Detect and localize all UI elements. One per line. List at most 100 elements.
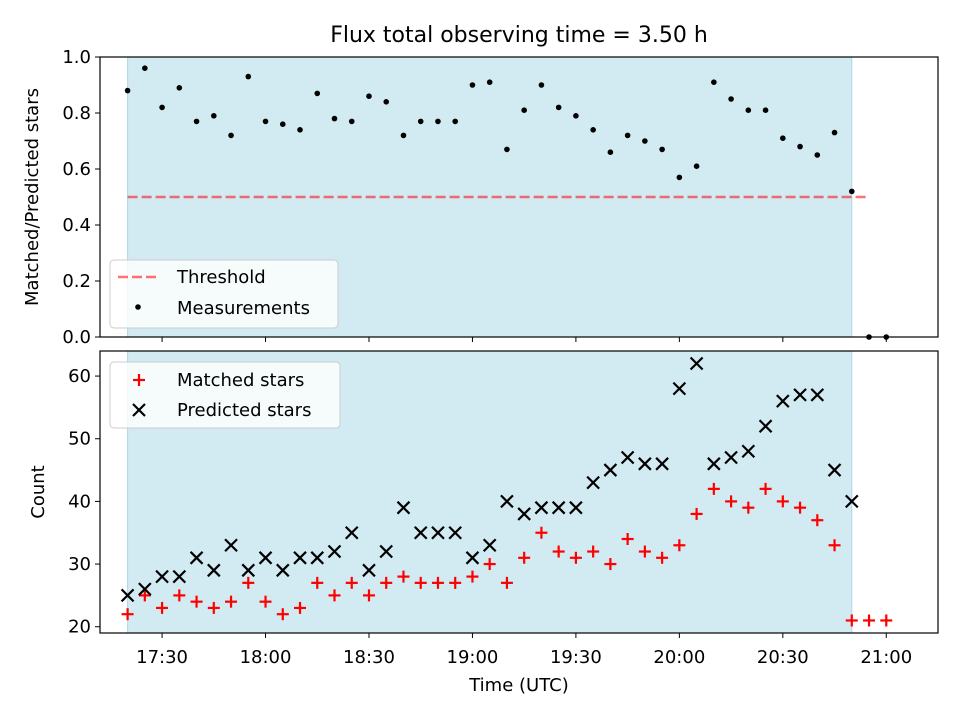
predicted-star-point (224, 538, 238, 553)
predicted-star-point (155, 569, 169, 584)
measurement-point (728, 96, 734, 102)
predicted-star-point (586, 475, 600, 490)
predicted-star-point (758, 419, 773, 433)
predicted-star-point (551, 500, 566, 515)
measurement-point (555, 104, 562, 111)
matched-star-point (362, 589, 375, 602)
predicted-star-point (120, 588, 135, 603)
predicted-legend-label: Predicted stars (177, 400, 311, 421)
measurement-point (780, 135, 786, 141)
measurement-point (538, 82, 545, 88)
x-tick-label: 20:30 (757, 647, 809, 668)
ratio-y-tick-label: 0.2 (62, 271, 91, 292)
predicted-star-point (655, 457, 669, 471)
predicted-star-point (810, 388, 825, 402)
measurement-point (745, 107, 752, 113)
predicted-star-point (431, 525, 445, 540)
measurement-point (262, 118, 269, 125)
ratio-y-tick-label: 0.4 (62, 215, 91, 236)
matched-star-point (259, 595, 272, 608)
predicted-star-point (482, 538, 497, 553)
predicted-star-point (603, 463, 618, 477)
measurement-point (711, 79, 717, 85)
measurement-point (486, 79, 493, 85)
matched-star-point (397, 570, 410, 583)
measurements-legend-label: Measurements (177, 298, 310, 319)
predicted-star-point (189, 551, 204, 565)
measurement-point (607, 149, 614, 155)
predicted-star-point (293, 551, 307, 565)
matched-star-point (863, 614, 876, 627)
matched-star-point (621, 533, 634, 545)
matched-star-point (483, 558, 496, 571)
measurement-point (504, 146, 510, 153)
ratio-panel-frame (99, 56, 939, 338)
measurement-point (831, 129, 838, 136)
count-y-tick-label: 60 (68, 366, 91, 387)
ratio-y-tick-label: 0.6 (62, 159, 91, 180)
matched-star-point (759, 482, 772, 495)
matched-star-point (225, 595, 238, 608)
matched-star-point (431, 576, 444, 589)
measurement-point (176, 85, 183, 91)
matched-star-point (656, 551, 669, 564)
measurement-point (211, 113, 217, 119)
predicted-star-point (448, 525, 462, 540)
predicted-star-point (724, 450, 738, 465)
matched-star-point (173, 589, 186, 602)
measurement-point (417, 118, 424, 125)
predicted-star-point (741, 444, 756, 459)
x-tick-label: 21:00 (860, 647, 912, 668)
matched-star-point (138, 589, 151, 602)
ratio-y-tick-label: 1.0 (62, 47, 91, 68)
measurement-point (193, 118, 200, 125)
measurement-point (762, 107, 769, 113)
threshold-legend-label: Threshold (176, 267, 266, 288)
predicted-star-point (569, 500, 583, 515)
measurement-point (297, 127, 303, 133)
predicted-star-point (172, 569, 187, 584)
matched-star-point (880, 614, 893, 627)
matched-star-point (276, 608, 289, 621)
ratio-y-tick-label: 0.8 (62, 103, 91, 124)
predicted-star-point (638, 457, 652, 471)
count-y-axis-label: Count (28, 465, 49, 518)
predicted-star-point (207, 563, 221, 578)
measurement-point (348, 118, 355, 125)
predicted-star-point (413, 525, 428, 540)
count-panel-frame (99, 350, 939, 634)
measurement-point (693, 163, 700, 169)
predicted-star-point (620, 450, 635, 465)
predicted-star-point (258, 551, 273, 565)
predicted-star-point (362, 563, 376, 578)
matched-star-point (552, 545, 565, 558)
count-legend-box (109, 361, 341, 429)
matched-star-point (294, 601, 307, 614)
x-tick-label: 18:00 (240, 647, 292, 668)
count-y-tick-label: 50 (68, 429, 91, 450)
measurement-point (279, 121, 286, 127)
matched-star-point (414, 576, 427, 589)
matched-star-point (673, 539, 686, 552)
matched-legend-label: Matched stars (177, 370, 304, 391)
matched-star-point (845, 614, 858, 627)
measurement-point (676, 174, 683, 181)
matched-star-point (518, 551, 531, 564)
count-y-tick-label: 40 (68, 491, 91, 512)
predicted-star-point (138, 582, 152, 596)
measurement-point (624, 132, 631, 139)
matched-star-point (380, 576, 393, 589)
matched-star-point (535, 526, 548, 539)
ratio-legend-box (109, 259, 339, 329)
matched-star-point (121, 608, 134, 621)
measurement-point (124, 87, 131, 94)
measurement-point (452, 118, 459, 125)
measurement-point (400, 132, 407, 139)
measurement-point (573, 113, 579, 119)
x-tick-label: 19:00 (447, 647, 499, 668)
measurement-point (383, 99, 390, 105)
matched-star-point (811, 514, 824, 527)
predicted-star-point (827, 463, 842, 477)
matched-star-point (449, 576, 462, 589)
